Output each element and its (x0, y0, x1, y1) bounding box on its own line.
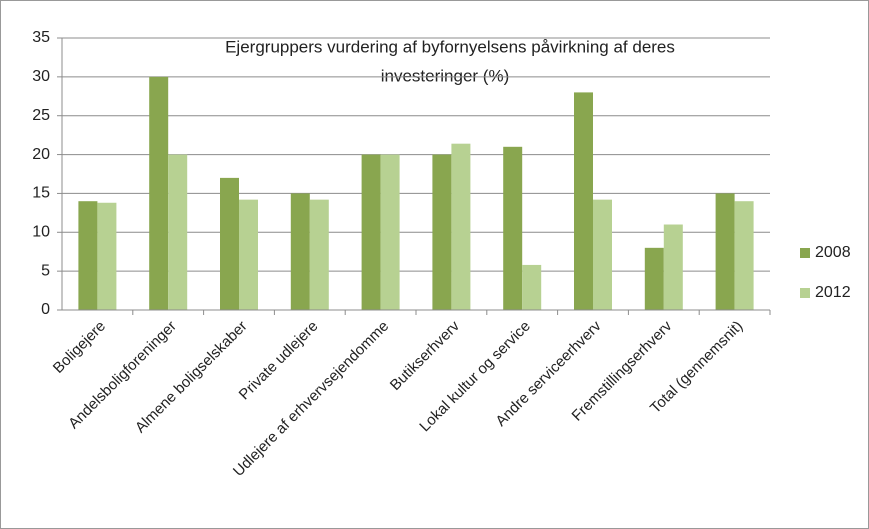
chart-title: investeringer (%) (381, 66, 510, 85)
y-tick-label: 10 (32, 224, 50, 241)
legend-swatch (800, 248, 810, 258)
y-tick-label: 15 (32, 185, 50, 202)
bar (78, 201, 98, 310)
bar (309, 199, 329, 310)
bar (593, 199, 612, 310)
bar (663, 224, 683, 310)
y-tick-label: 30 (32, 68, 50, 85)
bar (361, 154, 381, 310)
bar (380, 154, 400, 310)
bar (168, 154, 188, 310)
y-tick-label: 0 (41, 301, 50, 318)
bar (432, 154, 452, 310)
bar (290, 193, 310, 310)
y-tick-label: 25 (32, 107, 50, 124)
y-tick-label: 35 (32, 29, 50, 46)
legend-label: 2012 (815, 284, 851, 301)
chart-title: Ejergruppers vurdering af byfornyelsens … (225, 37, 675, 56)
bar (734, 201, 754, 310)
bar (574, 92, 593, 311)
bar (715, 193, 735, 310)
bar (644, 247, 664, 310)
y-tick-label: 20 (32, 146, 50, 163)
bar (149, 76, 169, 310)
bar (220, 177, 239, 310)
bar (522, 264, 542, 310)
legend-label: 2008 (815, 244, 851, 261)
bar (97, 202, 117, 310)
bar (503, 146, 523, 310)
bar (239, 199, 258, 310)
bar (451, 143, 471, 310)
y-tick-label: 5 (41, 262, 50, 279)
legend-swatch (800, 288, 810, 298)
